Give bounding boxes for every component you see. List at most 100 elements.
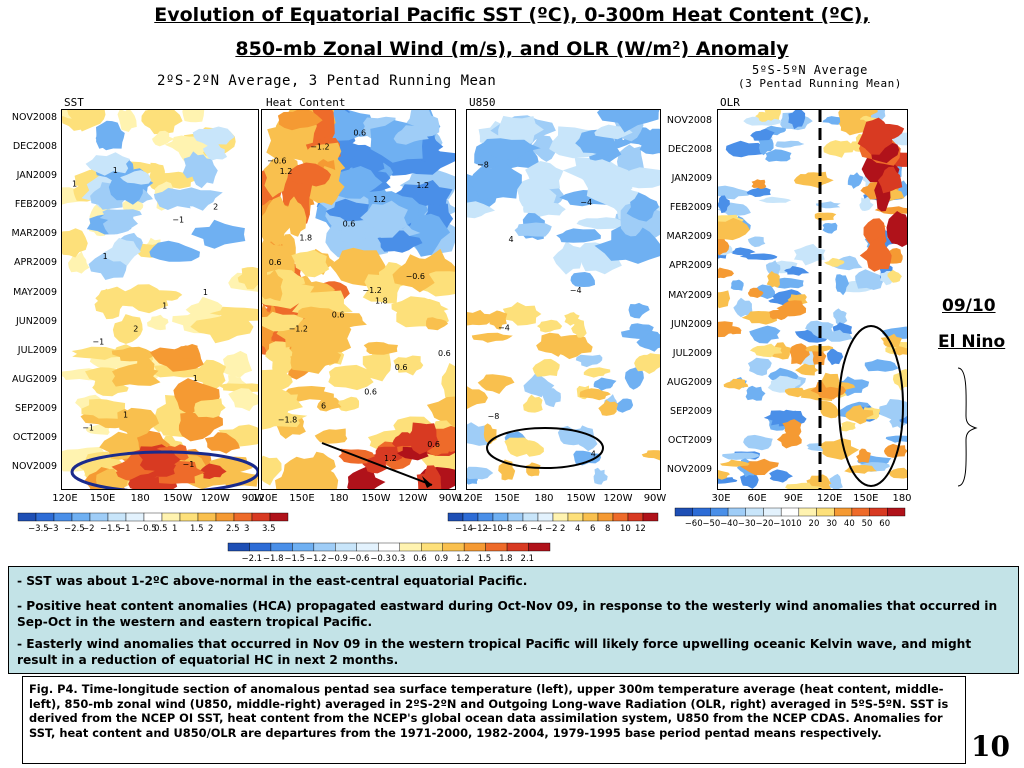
contour-label: 1 xyxy=(113,166,118,175)
anomaly-blob xyxy=(191,219,246,249)
anomaly-blob xyxy=(573,450,602,466)
olr-colorbar-swatch xyxy=(834,507,853,517)
contour-label: 1 xyxy=(72,179,77,188)
anomaly-blob xyxy=(749,325,781,344)
anomaly-blob xyxy=(277,110,323,131)
anomaly-blob xyxy=(526,462,541,477)
anomaly-blob xyxy=(518,440,544,457)
u850-colorbar-label: −2 xyxy=(545,524,558,534)
anomaly-blob xyxy=(182,110,205,123)
anomaly-blob xyxy=(845,405,874,425)
anomaly-blob xyxy=(819,438,860,460)
anomaly-blob xyxy=(477,374,515,394)
anomaly-blob xyxy=(119,407,160,440)
contour-label: −1 xyxy=(92,338,104,347)
sst-colorbar-label: −0.5 xyxy=(136,524,157,534)
hc-colorbar-label: −1.5 xyxy=(284,554,306,564)
anomaly-blob xyxy=(62,228,88,258)
anomaly-blob xyxy=(719,459,750,467)
anomaly-blob xyxy=(204,432,240,454)
anomaly-blob xyxy=(363,341,398,355)
hc-colorbar-label: 0.9 xyxy=(434,554,449,564)
sst-colorbar-swatch xyxy=(233,512,253,522)
olr-colorbar-swatch xyxy=(869,507,888,517)
x-tick: 60E xyxy=(747,493,767,504)
anomaly-blob xyxy=(570,272,595,287)
anomaly-blob xyxy=(120,170,152,185)
anomaly-blob xyxy=(194,398,226,418)
left-subtitle: 2ºS-2ºN Average, 3 Pentad Running Mean xyxy=(157,73,497,89)
sst-colorbar-swatch xyxy=(71,512,91,522)
olr-colorbar-swatch xyxy=(674,507,693,517)
anomaly-blob xyxy=(583,367,611,378)
anomaly-blob xyxy=(191,156,218,189)
u850-colorbar-swatch xyxy=(627,512,644,522)
anomaly-blob xyxy=(766,271,780,288)
summary-panel: - SST was about 1-2ºC above-normal in th… xyxy=(8,566,1019,674)
anomaly-blob xyxy=(769,469,793,483)
hc-colorbar-swatch xyxy=(378,542,400,552)
sst-colorbar-label: 2.5 xyxy=(226,524,240,534)
anomaly-blob xyxy=(877,166,903,194)
anomaly-blob xyxy=(593,467,608,485)
anomaly-blob xyxy=(262,238,292,277)
hc-colorbar-swatch xyxy=(442,542,465,552)
anomaly-blob xyxy=(576,217,624,230)
hc-colorbar-label: −0.6 xyxy=(348,554,370,564)
x-tick: 180 xyxy=(130,493,150,504)
anomaly-blob xyxy=(730,279,744,291)
hc-colorbar-label: 0.3 xyxy=(391,554,406,564)
u850-colorbar-label: −10 xyxy=(485,524,503,534)
anomaly-blob xyxy=(864,359,899,372)
anomaly-blob xyxy=(838,119,870,136)
anomaly-blob xyxy=(859,236,892,272)
anomaly-blob xyxy=(886,211,907,247)
anomaly-blob xyxy=(141,110,183,135)
x-tick: 150E xyxy=(289,493,315,504)
sst-colorbar-label: −3.5 xyxy=(28,524,49,534)
u850-heatmap: −8 −4 −8 −4 −4 4 4 xyxy=(466,109,661,490)
sst-colorbar-label: 3.5 xyxy=(262,524,276,534)
anomaly-blob xyxy=(747,357,772,376)
anomaly-blob xyxy=(835,274,849,296)
contour-label: 1.2 xyxy=(384,454,397,463)
u850-panel-title: U850 xyxy=(469,96,496,109)
el-nino-year: 09/10 xyxy=(942,296,996,316)
sst-colorbar-swatch xyxy=(107,512,127,522)
anomaly-blob xyxy=(297,306,341,321)
u850-colorbar-label: 8 xyxy=(605,524,611,534)
contour-label: 1.2 xyxy=(416,181,429,190)
contour-label: 1.8 xyxy=(299,234,312,243)
contour-label: −1.2 xyxy=(310,143,329,152)
anomaly-blob xyxy=(859,196,874,211)
anomaly-blob xyxy=(304,451,336,482)
olr-colorbar-swatch xyxy=(745,507,764,517)
u850-colorbar-label: 10 xyxy=(620,524,631,534)
anomaly-blob xyxy=(178,412,223,442)
contour-label: −1 xyxy=(82,424,94,433)
contour-label: −1.2 xyxy=(362,286,381,295)
sst-y-tick: JAN2009 xyxy=(16,170,57,182)
anomaly-blob xyxy=(498,115,544,148)
anomaly-blob xyxy=(556,228,601,243)
anomaly-blob xyxy=(392,254,435,293)
anomaly-blob xyxy=(265,389,295,404)
anomaly-blob xyxy=(882,326,907,339)
anomaly-blob xyxy=(826,348,844,366)
anomaly-blob xyxy=(833,308,848,327)
hc-colorbar-swatch xyxy=(227,542,250,552)
olr-colorbar-label: 50 xyxy=(861,519,873,529)
anomaly-blob xyxy=(594,224,660,264)
anomaly-blob xyxy=(620,202,648,237)
olr-heatmap xyxy=(717,109,908,490)
anomaly-blob xyxy=(775,140,805,148)
anomaly-blob xyxy=(152,130,175,147)
anomaly-blob xyxy=(262,269,283,302)
contour-label: 0.6 xyxy=(438,349,451,358)
anomaly-blob xyxy=(441,363,455,403)
u850-colorbar-swatch xyxy=(507,512,524,522)
contour-label: 1 xyxy=(162,301,167,310)
olr-y-tick: NOV2008 xyxy=(666,115,712,126)
anomaly-blob xyxy=(476,138,541,161)
contour-label: 4 xyxy=(591,449,596,458)
